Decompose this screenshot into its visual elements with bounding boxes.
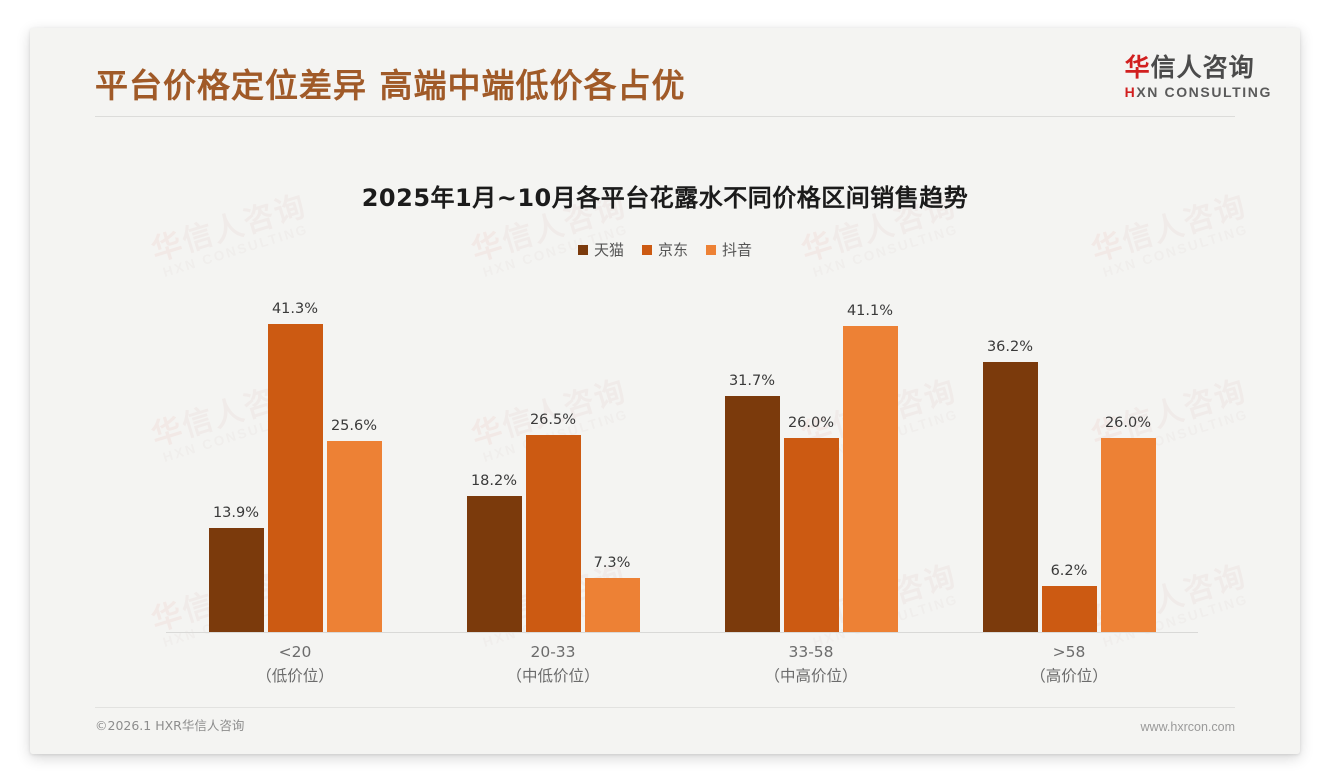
- bar-group: 31.7% 26.0% 41.1%: [682, 268, 940, 632]
- bar-value-label: 41.3%: [271, 301, 319, 318]
- bar-value-label: 13.9%: [212, 505, 260, 522]
- bar-item[interactable]: 26.0%: [783, 268, 839, 632]
- brand-logo-cn: 华信人咨询: [1125, 55, 1272, 80]
- bar-item[interactable]: 36.2%: [982, 268, 1038, 632]
- brand-logo: 华信人咨询 HXN CONSULTING: [1125, 55, 1272, 99]
- legend-swatch-icon: [641, 244, 652, 255]
- bar-京东[interactable]: [525, 434, 581, 632]
- footer-divider: [95, 707, 1235, 708]
- page-title: 平台价格定位差异 高端中端低价各占优: [95, 66, 686, 105]
- bar-item[interactable]: 18.2%: [466, 268, 522, 632]
- bar-item[interactable]: 31.7%: [724, 268, 780, 632]
- x-tick-main: >58: [1052, 643, 1086, 661]
- x-tick-sub: （高价位）: [1030, 667, 1108, 686]
- legend-item-0[interactable]: 天猫: [577, 239, 624, 260]
- card-header: 平台价格定位差异 高端中端低价各占优 华信人咨询 HXN CONSULTING: [30, 28, 1300, 115]
- bar-抖音[interactable]: [326, 441, 382, 632]
- bar-天猫[interactable]: [466, 496, 522, 632]
- legend-swatch-icon: [706, 244, 716, 255]
- bar-抖音[interactable]: [1100, 438, 1156, 632]
- bar-京东[interactable]: [783, 438, 839, 632]
- bar-group: 18.2% 26.5% 7.3%: [424, 268, 682, 632]
- bar-天猫[interactable]: [208, 528, 264, 632]
- bar-value-label: 26.5%: [529, 411, 577, 428]
- brand-logo-cn-rest: 信人咨询: [1150, 53, 1255, 82]
- bar-item[interactable]: 41.3%: [267, 268, 323, 632]
- x-axis-tick-label: 20-33 （中低价位）: [506, 640, 599, 688]
- x-axis-labels: <20 （低价位） 20-33 （中低价位） 33-58 （中高价位） >58 （高价位）: [166, 640, 1198, 710]
- bar-group: 13.9% 41.3% 25.6%: [166, 268, 424, 632]
- bar-value-label: 26.0%: [1104, 415, 1152, 432]
- bar-京东[interactable]: [1041, 585, 1097, 632]
- chart-legend: 天猫 京东 抖音: [30, 239, 1300, 260]
- bar-item[interactable]: 6.2%: [1041, 268, 1097, 632]
- bar-value-label: 36.2%: [986, 339, 1034, 356]
- x-tick-sub: （中高价位）: [764, 667, 858, 686]
- footer-website: www.hxrcon.com: [1140, 720, 1235, 734]
- bar-item[interactable]: 26.0%: [1100, 268, 1156, 632]
- legend-item-2[interactable]: 抖音: [706, 239, 752, 260]
- bar-天猫[interactable]: [724, 395, 780, 632]
- brand-logo-cn-accent: 华: [1124, 53, 1151, 82]
- header-divider: [95, 116, 1235, 117]
- bar-group: 36.2% 6.2% 26.0%: [940, 268, 1198, 632]
- legend-label: 京东: [657, 241, 688, 259]
- x-axis-line: [166, 632, 1198, 633]
- chart-title: 2025年1月~10月各平台花露水不同价格区间销售趋势: [361, 184, 969, 212]
- bar-item[interactable]: 13.9%: [208, 268, 264, 632]
- legend-label: 天猫: [593, 241, 624, 259]
- bar-value-label: 26.0%: [787, 415, 835, 432]
- x-axis-tick-label: >58 （高价位）: [1030, 640, 1108, 688]
- bar-item[interactable]: 25.6%: [326, 268, 382, 632]
- bar-item[interactable]: 7.3%: [584, 268, 640, 632]
- x-tick-main: <20: [278, 643, 312, 661]
- bar-抖音[interactable]: [584, 577, 640, 632]
- bar-抖音[interactable]: [842, 325, 898, 632]
- x-axis-tick-label: 33-58 （中高价位）: [764, 640, 857, 688]
- bar-value-label: 18.2%: [470, 473, 518, 490]
- x-tick-sub: （中低价位）: [506, 667, 600, 686]
- legend-swatch-icon: [577, 244, 588, 255]
- brand-logo-en-rest: XN CONSULTING: [1136, 84, 1272, 100]
- bar-value-label: 31.7%: [728, 372, 776, 389]
- x-axis-tick-label: <20 （低价位）: [256, 640, 334, 688]
- slide-card: 华信人咨询 HXN CONSULTING 华信人咨询 HXN CONSULTING 华信…: [30, 28, 1300, 754]
- bar-value-label: 6.2%: [1050, 562, 1088, 579]
- bar-京东[interactable]: [267, 324, 323, 632]
- bar-item[interactable]: 41.1%: [842, 268, 898, 632]
- bar-value-label: 41.1%: [846, 302, 894, 319]
- legend-label: 抖音: [722, 241, 753, 259]
- footer-copyright: ©2026.1 HXR华信人咨询: [95, 718, 245, 733]
- bar-item[interactable]: 26.5%: [525, 268, 581, 632]
- chart-plot-area: 13.9% 41.3% 25.6% 18.2% 26.5% 7.3% 31.7% 26.0% 4…: [166, 268, 1198, 632]
- x-tick-main: 33-58: [788, 643, 834, 661]
- bar-value-label: 7.3%: [593, 554, 631, 571]
- brand-logo-en: HXN CONSULTING: [1125, 85, 1272, 99]
- x-tick-sub: （低价位）: [256, 667, 334, 686]
- brand-logo-en-accent: H: [1124, 84, 1137, 100]
- bar-天猫[interactable]: [982, 362, 1038, 632]
- bar-value-label: 25.6%: [330, 418, 378, 435]
- x-tick-main: 20-33: [530, 643, 576, 661]
- legend-item-1[interactable]: 京东: [641, 239, 688, 260]
